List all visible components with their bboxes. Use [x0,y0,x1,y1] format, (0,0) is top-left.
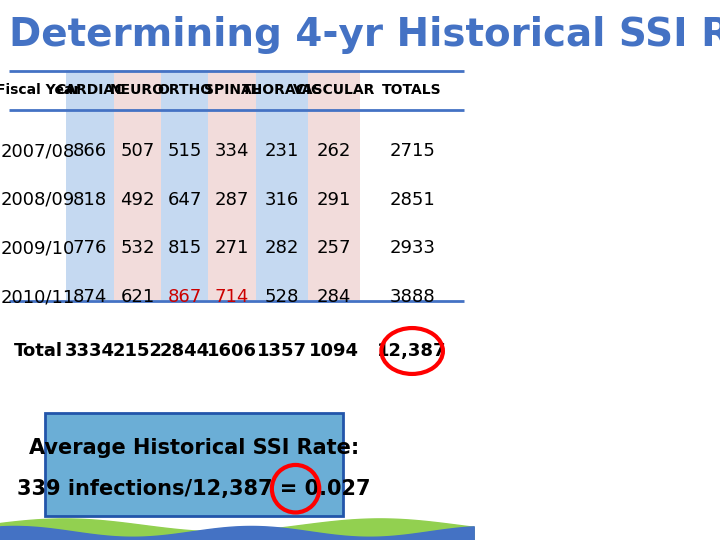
Text: 1606: 1606 [207,342,257,360]
Text: 2844: 2844 [160,342,210,360]
Text: 291: 291 [317,191,351,209]
Text: 287: 287 [215,191,249,209]
Text: ORTHO: ORTHO [157,84,212,97]
Text: 2009/10: 2009/10 [1,239,75,258]
Text: 492: 492 [120,191,155,209]
Text: 2152: 2152 [112,342,163,360]
Text: VASCULAR: VASCULAR [293,84,375,97]
Text: NEURO: NEURO [110,84,165,97]
Text: 2851: 2851 [390,191,435,209]
Text: 818: 818 [73,191,107,209]
Text: 507: 507 [120,142,155,160]
Text: 1094: 1094 [309,342,359,360]
Text: 3888: 3888 [390,288,435,306]
Text: 316: 316 [265,191,299,209]
Text: 714: 714 [215,288,249,306]
Text: 532: 532 [120,239,155,258]
Text: Determining 4-yr Historical SSI Rate: Determining 4-yr Historical SSI Rate [9,16,720,54]
Text: 2715: 2715 [390,142,435,160]
Text: 12,387: 12,387 [377,342,447,360]
Bar [308,70,360,300]
Text: 621: 621 [120,288,155,306]
Text: 231: 231 [265,142,299,160]
Text: 339 infections/12,387 = 0.027: 339 infections/12,387 = 0.027 [17,478,371,499]
Bar [208,70,256,300]
Text: CARDIAC: CARDIAC [55,84,125,97]
Text: Fiscal Year: Fiscal Year [0,84,80,97]
Text: SPINAL: SPINAL [204,84,261,97]
FancyBboxPatch shape [45,413,343,516]
Text: 262: 262 [317,142,351,160]
Text: 647: 647 [168,191,202,209]
Text: 284: 284 [317,288,351,306]
Text: 874: 874 [73,288,107,306]
Text: 815: 815 [168,239,202,258]
Text: THORACIC: THORACIC [242,84,322,97]
Text: 866: 866 [73,142,107,160]
Text: 2007/08: 2007/08 [1,142,75,160]
Text: 528: 528 [265,288,299,306]
Text: 257: 257 [317,239,351,258]
Text: 1357: 1357 [257,342,307,360]
Text: TOTALS: TOTALS [382,84,442,97]
Text: 3334: 3334 [65,342,115,360]
Text: 2933: 2933 [389,239,435,258]
Text: 2008/09: 2008/09 [1,191,75,209]
Text: 334: 334 [215,142,249,160]
Text: 776: 776 [73,239,107,258]
Text: 515: 515 [168,142,202,160]
Bar [66,70,114,300]
Text: Total: Total [14,342,63,360]
Text: Average Historical SSI Rate:: Average Historical SSI Rate: [29,438,359,458]
Bar [161,70,208,300]
Bar [256,70,308,300]
Bar [114,70,161,300]
Text: 271: 271 [215,239,249,258]
Text: 282: 282 [265,239,299,258]
Text: 867: 867 [168,288,202,306]
Text: 2010/11: 2010/11 [1,288,75,306]
